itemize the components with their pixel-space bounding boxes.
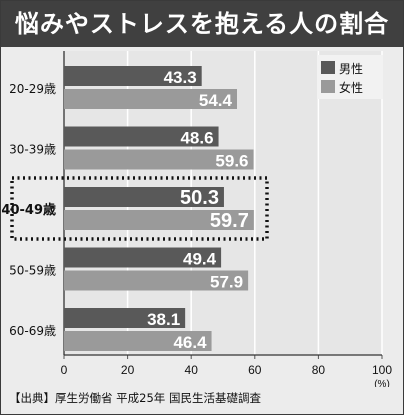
bar-male	[64, 247, 222, 268]
category-label: 60-69歳	[9, 324, 56, 338]
data-label: 54.4	[199, 91, 233, 110]
bar-male	[64, 187, 224, 207]
category-label: 40-49歳	[1, 202, 56, 218]
category-label: 30-39歳	[9, 143, 56, 157]
bar-male	[64, 308, 186, 328]
x-tick-label: 100	[372, 363, 392, 377]
source-note: 【出典】厚生労働省 平成25年 国民生活基礎調査	[9, 391, 261, 405]
data-label: 43.3	[164, 68, 197, 87]
data-label: 48.6	[180, 129, 213, 148]
bar-chart: 0 20 40 60 80 100 (%) 43.354.4 20-29歳 48.659.6 30-…	[1, 51, 392, 387]
data-label: 49.4	[183, 250, 217, 269]
x-tick-label: 80	[312, 363, 326, 377]
data-label: 57.9	[210, 273, 243, 292]
title-bar: 悩みやストレスを抱える人の割合	[1, 1, 403, 47]
x-tick-label: 60	[248, 363, 262, 377]
bar-female	[64, 149, 254, 170]
bar-female	[64, 210, 254, 230]
x-axis-unit: (%)	[374, 379, 390, 387]
chart-title: 悩みやストレスを抱える人の割合	[14, 10, 390, 38]
category-label: 50-59歳	[9, 264, 56, 278]
data-label: 59.6	[215, 152, 248, 171]
highlight-box	[10, 176, 269, 241]
bar-male	[64, 126, 219, 147]
data-label: 46.4	[173, 333, 207, 352]
x-tick-label: 40	[185, 363, 199, 377]
data-label: 59.7	[210, 210, 249, 232]
legend-label: 男性	[339, 62, 363, 76]
legend-label: 女性	[339, 80, 363, 95]
data-label: 50.3	[180, 187, 219, 209]
data-label: 38.1	[147, 310, 180, 329]
x-tick-label: 0	[61, 363, 68, 377]
legend-swatch-female	[321, 80, 335, 93]
bar-female	[64, 270, 249, 291]
bar-female	[64, 331, 212, 351]
category-label: 20-29歳	[9, 82, 56, 96]
bar-male	[64, 66, 202, 86]
bar-female	[64, 89, 237, 109]
legend-swatch-male	[321, 61, 335, 74]
x-tick-label: 20	[121, 363, 135, 377]
